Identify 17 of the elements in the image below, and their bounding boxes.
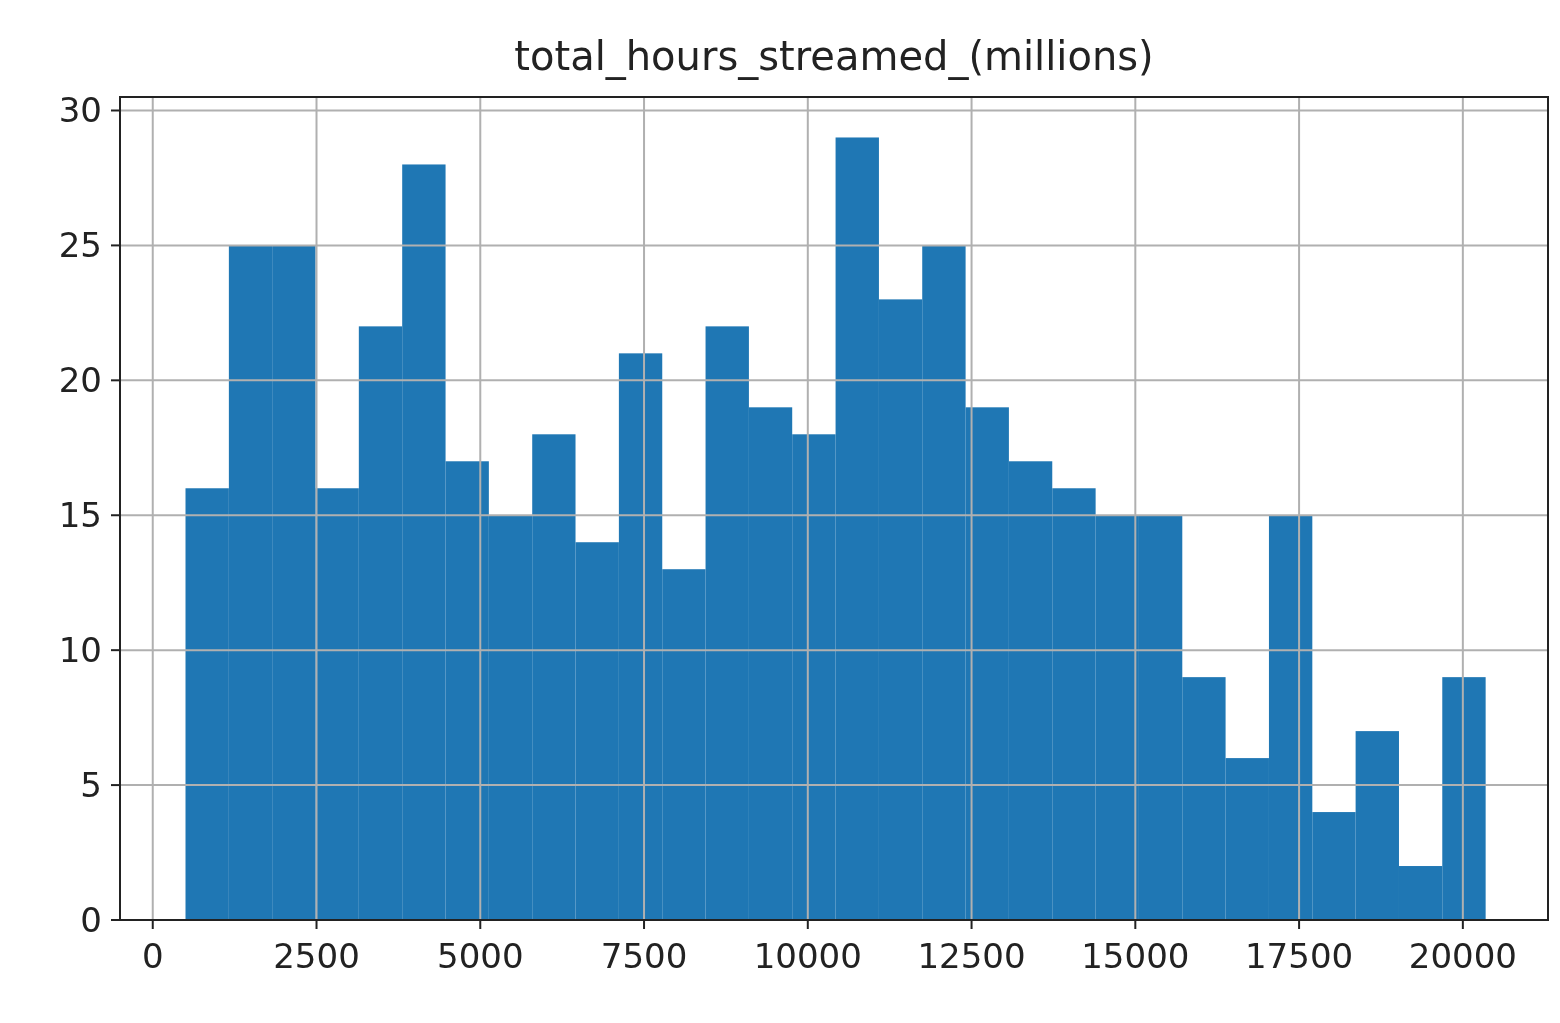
y-tick-label: 30 — [58, 90, 102, 131]
y-tick-label: 20 — [58, 360, 102, 401]
x-tick-label: 17500 — [1245, 936, 1354, 976]
y-tick-label: 5 — [80, 764, 102, 805]
x-tick-label: 12500 — [917, 936, 1026, 976]
x-tick-label: 10000 — [753, 936, 862, 976]
chart-title: total_hours_streamed_(millions) — [514, 33, 1154, 80]
y-tick-label: 25 — [58, 225, 102, 266]
y-tick-label: 15 — [58, 495, 102, 536]
x-tick-label: 2500 — [273, 936, 360, 976]
x-tick-label: 15000 — [1081, 936, 1190, 976]
x-tick-label: 20000 — [1408, 936, 1517, 976]
x-tick-label: 7500 — [600, 936, 688, 976]
y-tick-label: 10 — [58, 630, 102, 671]
x-tick-label: 0 — [141, 936, 164, 976]
x-tick-label: 5000 — [437, 936, 524, 976]
y-tick-label: 0 — [80, 899, 102, 940]
